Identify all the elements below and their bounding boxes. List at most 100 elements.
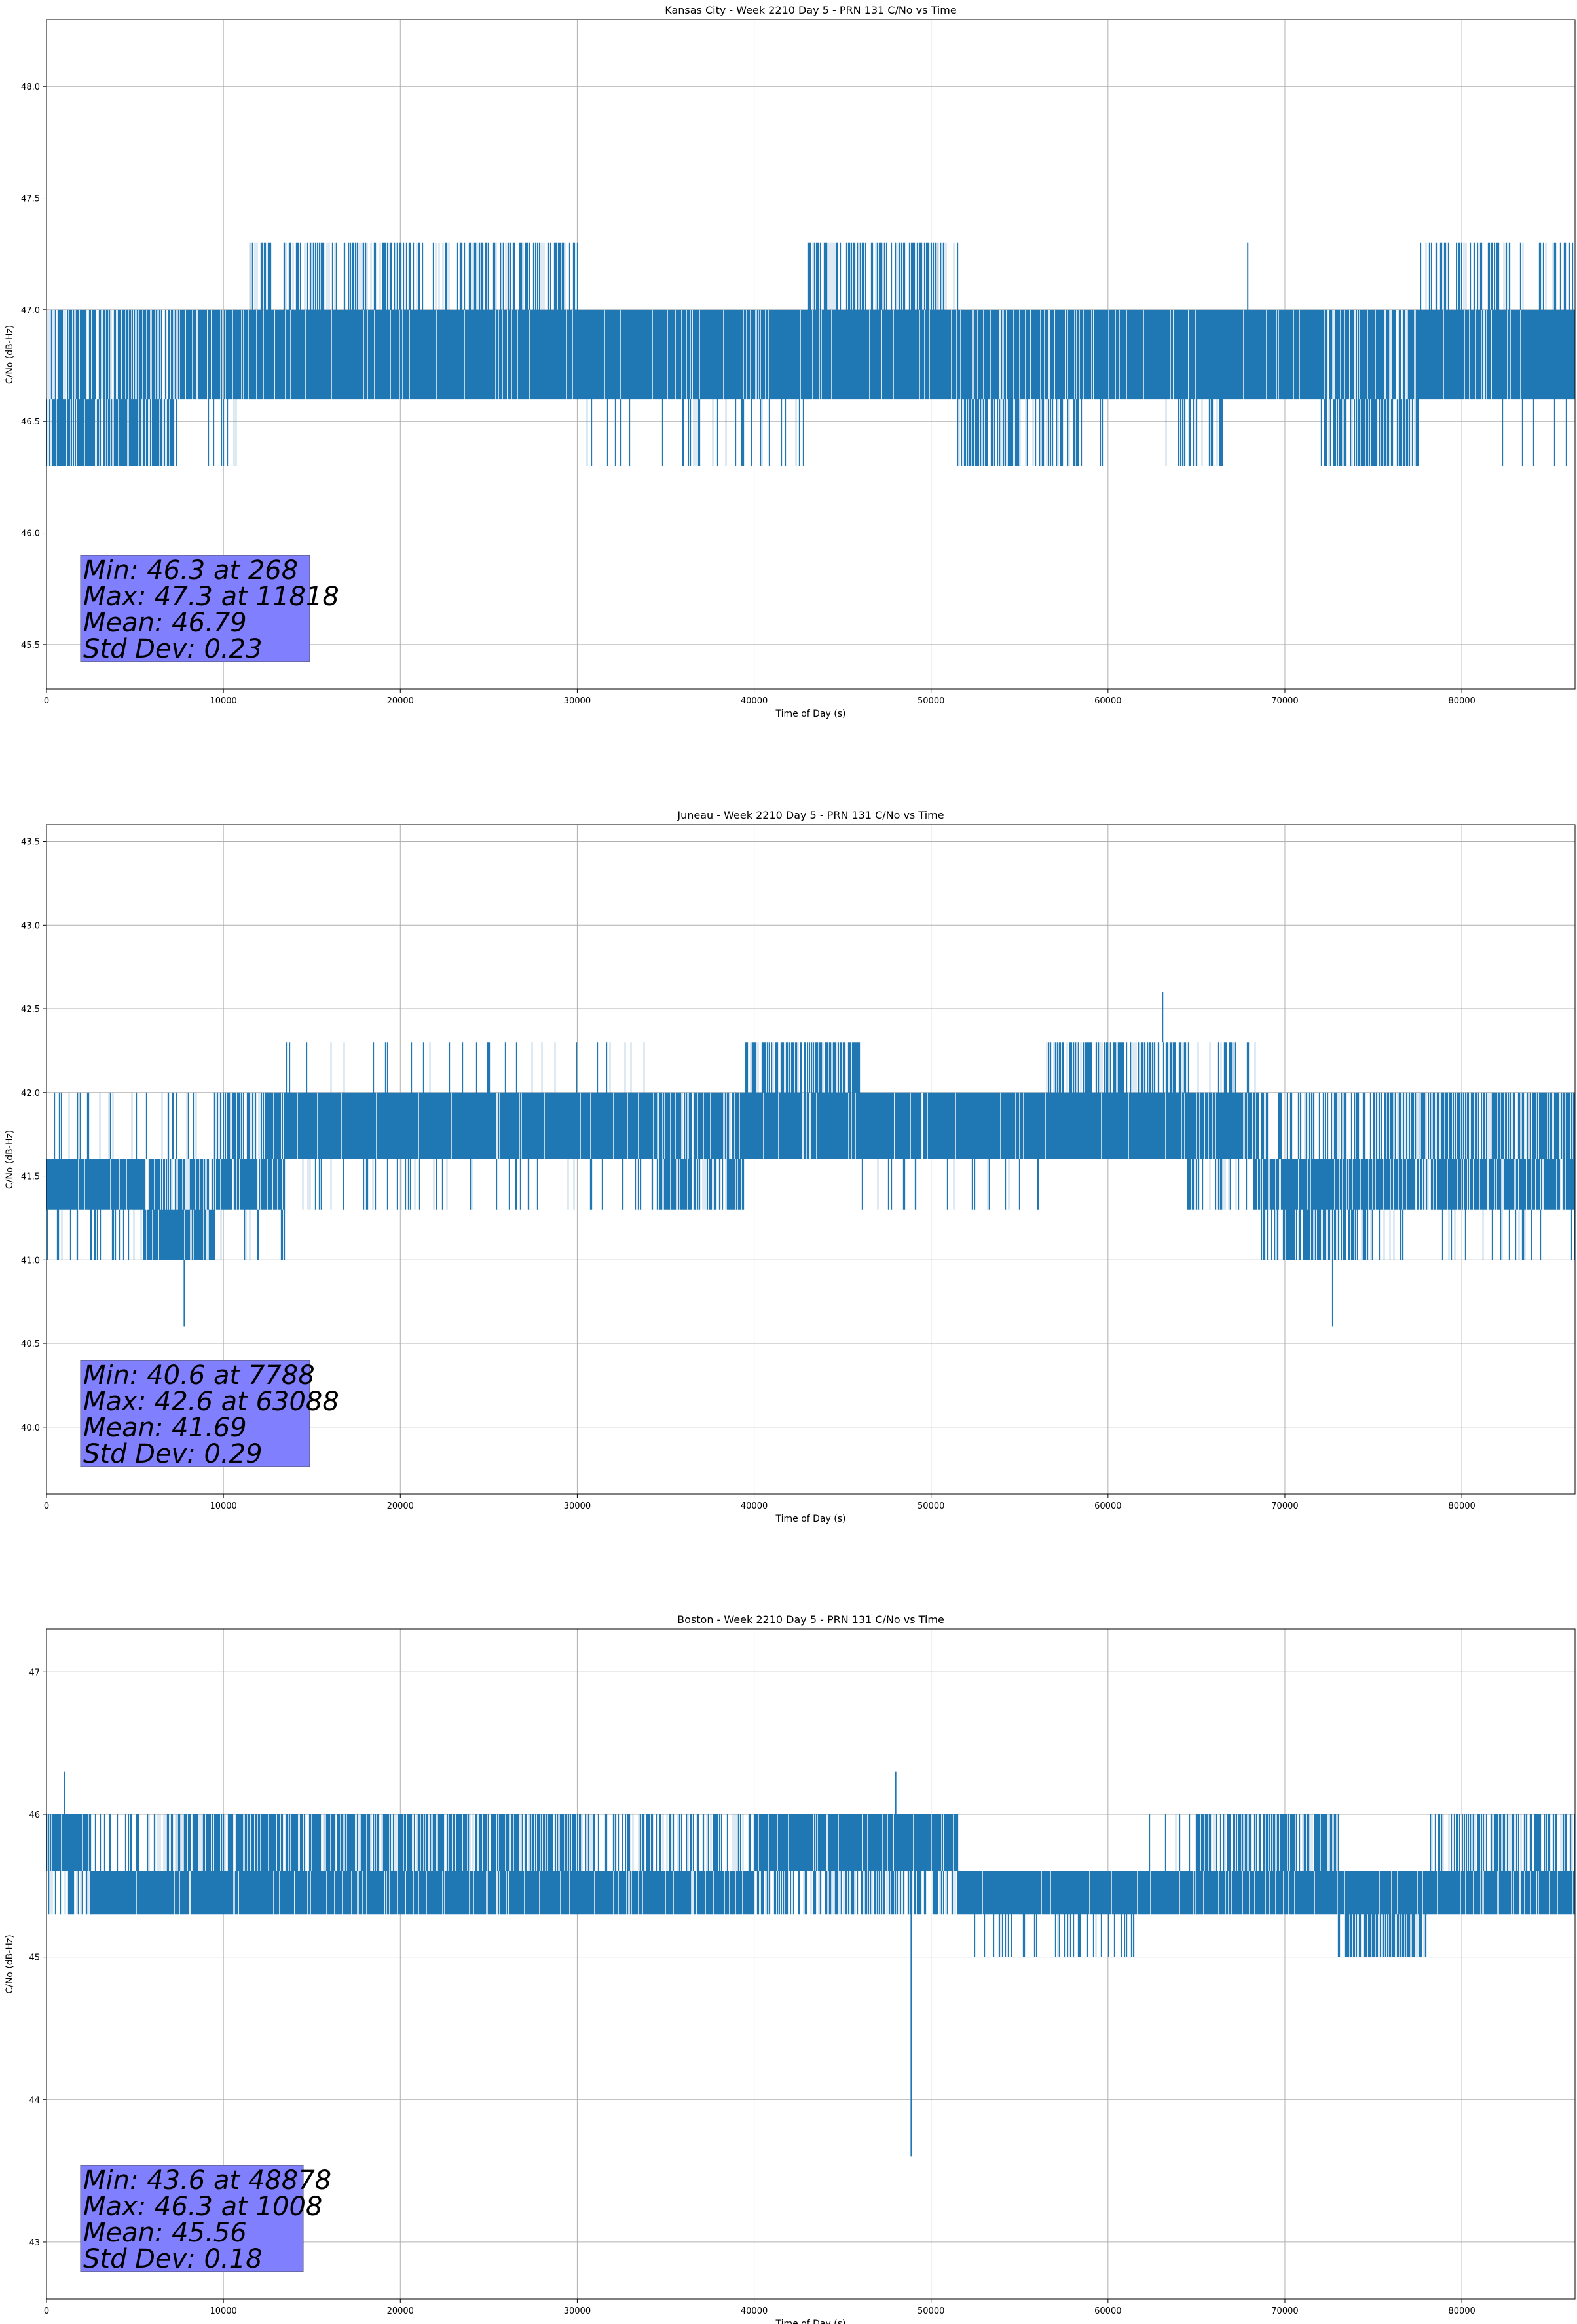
x-tick-label: 30000 <box>564 1501 591 1511</box>
x-tick-label: 30000 <box>564 696 591 706</box>
x-tick-label: 70000 <box>1271 1501 1298 1511</box>
trace-segment <box>1142 1814 1197 1915</box>
trace-segment <box>682 309 808 466</box>
y-tick-label: 43.5 <box>21 838 40 848</box>
x-tick-label: 50000 <box>918 696 944 706</box>
trace-segment <box>1046 1042 1189 1159</box>
x-tick-label: 50000 <box>918 2306 944 2316</box>
stats-mean: Mean: 41.69 <box>83 1413 247 1443</box>
trace-segment <box>1337 1871 1428 1957</box>
x-tick-label: 70000 <box>1271 696 1298 706</box>
chart-panel-2: 0 10000 20000 30000 40000 50000 60000 70000 8000… <box>5 809 1576 1524</box>
stats-std-dev: Std Dev: 0.18 <box>83 2244 263 2274</box>
y-tick-label: 47.5 <box>21 195 40 204</box>
x-tick-label: 40000 <box>741 2306 768 2316</box>
trace-segment <box>957 1871 1144 1957</box>
x-tick-label: 10000 <box>210 1501 236 1511</box>
x-tick-label: 40000 <box>741 696 768 706</box>
trace-segment <box>1178 309 1224 466</box>
chart-panel-3: 0 10000 20000 30000 40000 50000 60000 70000 8000… <box>5 1613 1576 2324</box>
trace-segment <box>178 309 251 466</box>
stats-min: Min: 46.3 at 268 <box>83 555 298 586</box>
chart-title: Kansas City - Week 2210 Day 5 - PRN 131 … <box>665 4 956 16</box>
y-tick-label: 48.0 <box>21 83 40 92</box>
y-tick-label: 47 <box>29 1668 40 1677</box>
x-tick-label: 20000 <box>387 2306 414 2316</box>
trace-segment <box>1417 242 1575 466</box>
trace-segment <box>806 242 959 400</box>
stats-mean: Mean: 46.79 <box>83 608 247 638</box>
y-tick-label: 45 <box>29 1953 40 1963</box>
trace-segment <box>859 1092 1047 1210</box>
stats-min: Min: 43.6 at 48878 <box>83 2165 331 2196</box>
plot-frame <box>46 824 1576 1495</box>
x-tick-label: 60000 <box>1094 696 1121 706</box>
y-tick-label: 43.0 <box>21 921 40 931</box>
trace-segment <box>249 242 578 400</box>
series-c-no <box>46 992 1575 1327</box>
stats-std-dev: Std Dev: 0.29 <box>83 1439 263 1469</box>
x-tick-label: 0 <box>44 696 49 706</box>
stats-min: Min: 40.6 at 7788 <box>83 1360 315 1391</box>
y-tick-label: 42.5 <box>21 1005 40 1015</box>
x-tick-label: 30000 <box>564 2306 591 2316</box>
trace-segment <box>284 1042 658 1210</box>
trace-segment <box>1257 1092 1375 1260</box>
x-axis-label: Time of Day (s) <box>775 1514 846 1524</box>
plot-frame <box>46 1628 1576 2300</box>
y-tick-label: 46 <box>29 1810 40 1820</box>
trace-segment <box>1195 1814 1339 1915</box>
x-axis-label: Time of Day (s) <box>775 709 846 719</box>
x-tick-label: 80000 <box>1448 696 1475 706</box>
stats-box-background <box>80 2165 304 2272</box>
trace-segment <box>576 309 684 466</box>
trace-segment <box>1081 309 1179 466</box>
trace-segment <box>1373 1092 1575 1260</box>
trace-segment <box>213 1092 286 1260</box>
y-tick-label: 43 <box>29 2238 40 2248</box>
x-tick-label: 50000 <box>918 1501 944 1511</box>
trace-segment <box>170 1814 578 1915</box>
trace-segment <box>143 1092 215 1260</box>
x-tick-label: 10000 <box>210 696 236 706</box>
x-tick-label: 80000 <box>1448 1501 1475 1511</box>
trace-segment <box>745 1042 861 1159</box>
x-tick-label: 0 <box>44 1501 49 1511</box>
x-axis-label: Time of Day (s) <box>775 2319 846 2324</box>
stats-max: Max: 46.3 at 1008 <box>83 2192 322 2222</box>
stats-box-background <box>80 1360 310 1467</box>
trace-segment <box>1187 1042 1259 1210</box>
y-tick-label: 45.5 <box>21 641 40 650</box>
stats-std-dev: Std Dev: 0.23 <box>83 634 263 664</box>
trace-segment <box>656 1092 747 1210</box>
y-tick-label: 40.0 <box>21 1423 40 1433</box>
trace-segment <box>1222 309 1321 400</box>
y-tick-label: 41.5 <box>21 1172 40 1182</box>
trace-segment <box>754 1814 959 1915</box>
x-tick-label: 20000 <box>387 696 414 706</box>
trace-segment <box>1426 1814 1575 1915</box>
y-tick-label: 47.0 <box>21 306 40 316</box>
y-axis-label: C/No (dB-Hz) <box>5 325 15 384</box>
x-tick-label: 10000 <box>210 2306 236 2316</box>
x-tick-label: 20000 <box>387 1501 414 1511</box>
stats-max: Max: 42.6 at 63088 <box>83 1387 339 1417</box>
y-tick-label: 41.0 <box>21 1256 40 1265</box>
y-tick-label: 46.5 <box>21 417 40 427</box>
chart-title: Juneau - Week 2210 Day 5 - PRN 131 C/No … <box>677 809 944 821</box>
trace-segment <box>1320 309 1419 466</box>
trace-segment <box>576 1814 755 1915</box>
plot-frame <box>46 19 1576 690</box>
x-tick-label: 40000 <box>741 1501 768 1511</box>
y-tick-label: 44 <box>29 2095 40 2105</box>
chart-panel-1: 0 10000 20000 30000 40000 50000 60000 70000 8000… <box>5 4 1576 719</box>
y-tick-label: 46.0 <box>21 529 40 539</box>
series-c-no <box>46 242 1575 466</box>
x-tick-label: 0 <box>44 2306 49 2316</box>
trace-segment <box>957 309 1083 466</box>
x-tick-label: 70000 <box>1271 2306 1298 2316</box>
series-c-no <box>46 1771 1575 2157</box>
